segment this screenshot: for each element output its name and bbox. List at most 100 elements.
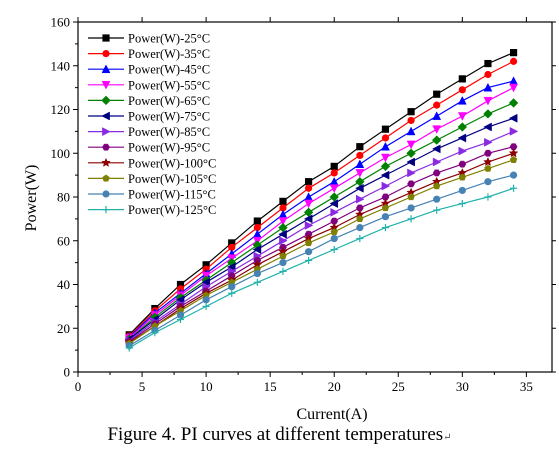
y-tick-label: 0 [64,365,71,380]
legend-marker [101,95,111,106]
data-point [381,181,391,191]
data-point [431,135,442,145]
data-point [432,111,442,120]
data-point [407,168,416,178]
data-point [407,180,415,188]
data-point [253,224,261,232]
data-point [458,75,466,83]
series-line [128,152,514,344]
data-point [202,261,210,269]
legend-label: Power(W)-125°C [128,203,216,217]
data-point [253,278,261,286]
data-point [279,236,288,246]
data-point [304,184,313,192]
data-point [279,204,287,212]
data-point [484,164,492,172]
legend-marker [101,80,111,90]
series-line [128,52,514,336]
legend-marker [101,64,111,74]
y-tick-label: 80 [57,190,70,205]
data-point [458,160,467,168]
legend-marker [102,50,110,58]
legend-item: Power(W)-100°C [88,156,216,170]
data-point [407,215,415,223]
y-tick-label: 100 [51,146,71,161]
data-point [484,137,493,147]
series-layer [124,49,519,352]
data-point [484,70,492,79]
legend-item: Power(W)-35°C [88,47,210,61]
data-point [508,148,519,158]
data-point [304,199,314,209]
legend-label: Power(W)-65°C [128,94,210,108]
series-line [128,60,514,337]
series-line [128,87,514,339]
series-line [128,187,514,349]
legend-label: Power(W)-95°C [128,141,210,155]
x-tick-label: 10 [200,379,213,394]
data-point [356,143,364,151]
data-point [406,157,415,167]
data-point [202,302,210,310]
data-point [279,197,287,205]
data-point [406,126,416,136]
legend-item: Power(W)-25°C [88,32,210,46]
data-point [433,195,441,203]
legend-item: Power(W)-105°C [88,172,216,186]
data-point [381,204,390,212]
data-point [228,239,236,247]
legend-marker [101,111,110,121]
series-line [128,102,514,340]
data-point [433,90,441,98]
legend-item: Power(W)-65°C [88,94,210,108]
data-point [381,193,390,201]
x-axis-label: Current(A) [296,406,367,423]
data-point [330,234,338,243]
figure-caption: Figure 4. PI curves at different tempera… [0,424,559,446]
data-point [304,256,313,265]
data-point [483,109,493,119]
legend: Power(W)-25°CPower(W)-35°CPower(W)-45°CP… [88,32,216,217]
data-point [458,86,466,94]
data-point [458,173,467,181]
y-tick-label: 160 [51,15,71,30]
legend-item: Power(W)-85°C [88,125,210,139]
data-point [356,151,364,160]
data-point [304,248,313,256]
data-point [484,59,492,68]
data-point [356,214,364,223]
data-point [176,311,185,319]
y-tick-label: 60 [57,233,70,248]
legend-marker [102,34,110,42]
data-point [304,178,313,186]
data-point [176,315,185,324]
data-point [509,83,518,93]
data-point [355,159,365,169]
data-point [433,101,441,109]
y-tick-label: 120 [51,102,71,117]
data-point [330,245,338,254]
data-point [278,217,288,226]
legend-marker [102,190,110,198]
data-point [381,153,390,163]
caption-text: Figure 4. PI curves at different tempera… [107,424,444,445]
data-point [432,125,442,134]
data-point [484,193,492,201]
y-tick-label: 20 [57,321,70,336]
data-point [483,122,492,132]
legend-label: Power(W)-115°C [128,188,216,202]
data-point [381,224,390,232]
data-point [431,144,441,154]
data-point [509,49,518,57]
data-point [279,259,287,267]
axes: 0 5 10 15 20 25 30 35 0 20 40 60 80 100 120 140 160 [51,15,556,394]
data-point [356,224,364,232]
data-point [330,169,338,177]
data-point [279,267,287,275]
data-point [355,169,365,178]
data-point [303,214,313,224]
series-line [128,117,514,340]
data-point [407,108,415,116]
series-line [128,174,514,347]
